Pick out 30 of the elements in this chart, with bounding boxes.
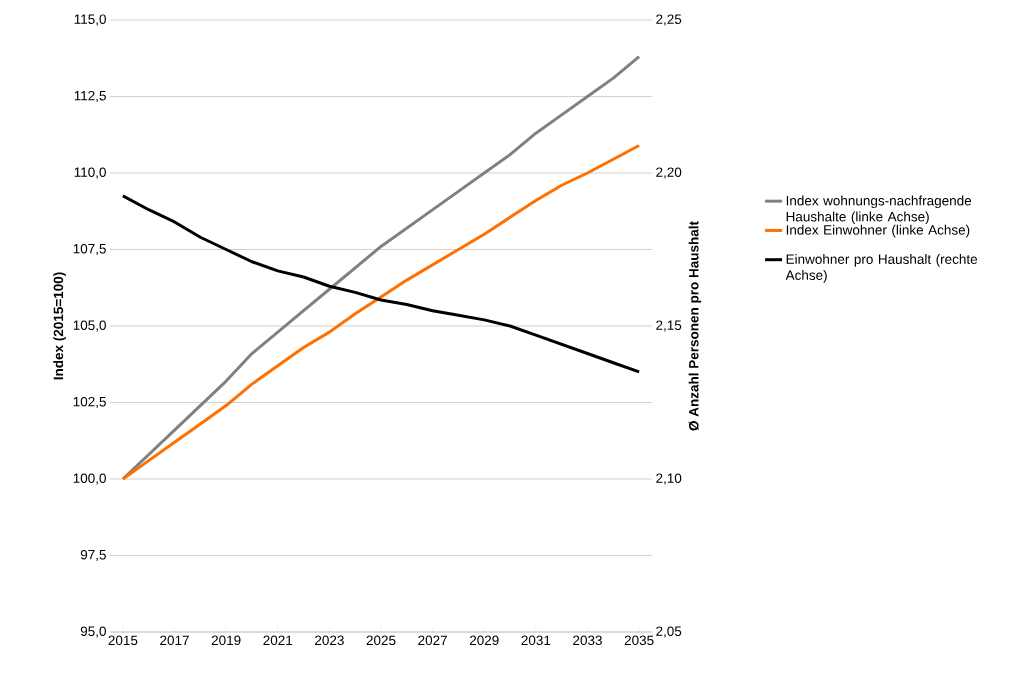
x-tick-label: 2031	[521, 635, 551, 646]
x-tick-label: 2023	[315, 635, 344, 646]
x-tick-label: 2019	[211, 635, 241, 646]
y-tick-label: 112,5	[74, 90, 106, 103]
x-tick-label: 2015	[108, 635, 138, 646]
y2-tick-label: 2,20	[656, 167, 682, 179]
x-tick-label: 2033	[573, 635, 602, 646]
y2-tick-label: 2,15	[656, 320, 682, 332]
legend-label: Einwohner pro Haushalt (rechte Achse)	[785, 254, 978, 283]
legend-label: Index wohnungs-nachfragende Haushalte (linke Achse)	[786, 195, 972, 225]
y2-tick-label: 2,05	[656, 626, 682, 638]
y2-tick-label: 2,25	[656, 14, 682, 26]
y2-axis-title: Ø Anzahl Personen pro Haushalt	[688, 221, 702, 431]
y-tick-label: 97,5	[80, 549, 106, 562]
x-tick-label: 2017	[160, 635, 189, 646]
y2-tick-label: 2,10	[656, 473, 682, 485]
legend-label: Index Einwohner (linke Achse)	[786, 224, 970, 238]
x-tick-label: 2027	[418, 635, 447, 646]
x-tick-label: 2035	[624, 635, 654, 646]
y-tick-label: 105,0	[73, 320, 106, 332]
y-tick-label: 102,5	[73, 396, 106, 409]
x-tick-label: 2029	[469, 635, 499, 646]
y-tick-label: 115,0	[74, 14, 106, 26]
y-tick-label: 107,5	[73, 243, 106, 256]
y-tick-label: 100,0	[73, 473, 106, 485]
y-tick-label: 95,0	[80, 626, 106, 638]
x-tick-label: 2025	[366, 635, 396, 646]
x-tick-label: 2021	[263, 635, 293, 646]
y-axis-title: Index (2015=100)	[53, 272, 66, 380]
y-tick-label: 110,0	[74, 167, 106, 179]
